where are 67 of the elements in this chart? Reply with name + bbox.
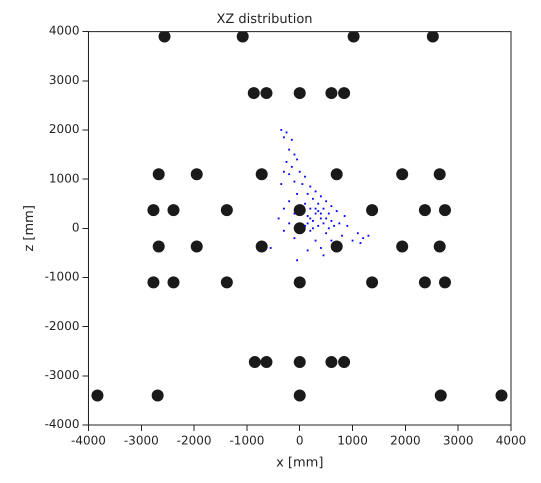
point bbox=[330, 168, 343, 180]
point bbox=[158, 32, 171, 43]
point bbox=[438, 204, 451, 216]
point bbox=[338, 87, 350, 100]
point bbox=[147, 276, 160, 288]
point bbox=[190, 168, 203, 180]
point bbox=[366, 276, 378, 288]
point bbox=[168, 276, 180, 288]
point bbox=[294, 276, 306, 288]
x-tick-label: 4000 bbox=[496, 433, 526, 448]
x-tick-label: -3000 bbox=[124, 433, 159, 448]
point bbox=[338, 356, 350, 368]
y-axis-title: z [mm] bbox=[22, 205, 38, 252]
point bbox=[152, 240, 165, 252]
point bbox=[152, 389, 164, 402]
x-tick-label: 3000 bbox=[442, 433, 474, 448]
point bbox=[168, 204, 180, 216]
point bbox=[294, 87, 306, 100]
x-tick-label: 2000 bbox=[390, 433, 421, 448]
point bbox=[348, 32, 360, 43]
y-tick-label: 3000 bbox=[48, 72, 80, 87]
x-tick-label: 0 bbox=[296, 433, 304, 448]
y-tick-label: 1000 bbox=[48, 171, 80, 186]
point bbox=[220, 204, 233, 216]
x-tick-label: -2000 bbox=[176, 433, 212, 448]
point bbox=[434, 389, 447, 402]
point bbox=[330, 240, 343, 252]
point bbox=[396, 168, 408, 180]
point bbox=[325, 356, 338, 368]
x-tick-label: 1000 bbox=[337, 433, 368, 448]
y-tick-label: -1000 bbox=[44, 270, 80, 284]
point bbox=[294, 222, 306, 234]
point bbox=[236, 32, 249, 43]
point bbox=[248, 87, 260, 100]
x-tick-label: -1000 bbox=[229, 433, 264, 448]
point bbox=[438, 276, 451, 288]
point bbox=[294, 356, 306, 368]
point bbox=[260, 87, 272, 100]
y-tick-label: -4000 bbox=[44, 417, 80, 432]
x-axis-title: x [mm] bbox=[276, 456, 324, 471]
chart-title: XZ distribution bbox=[216, 12, 313, 28]
point bbox=[91, 389, 104, 402]
x-tick-label: -4000 bbox=[71, 433, 106, 448]
y-tick-label: 0 bbox=[72, 220, 80, 234]
point bbox=[248, 356, 261, 368]
point bbox=[152, 168, 165, 180]
point bbox=[396, 240, 408, 252]
point bbox=[366, 204, 378, 216]
point bbox=[495, 389, 508, 402]
point bbox=[256, 168, 268, 180]
point bbox=[190, 240, 203, 252]
point bbox=[294, 389, 306, 402]
y-tick-label: 2000 bbox=[48, 122, 80, 136]
point bbox=[418, 276, 431, 288]
point bbox=[260, 356, 272, 368]
point bbox=[294, 204, 306, 216]
point bbox=[434, 240, 446, 252]
point bbox=[147, 204, 160, 216]
point bbox=[426, 32, 439, 43]
point bbox=[418, 204, 431, 216]
point bbox=[220, 276, 233, 288]
y-tick-label: 4000 bbox=[48, 24, 80, 38]
y-tick-label: -3000 bbox=[44, 368, 80, 382]
point bbox=[434, 168, 446, 180]
y-tick-label: -2000 bbox=[44, 318, 80, 333]
point bbox=[256, 240, 268, 252]
point bbox=[325, 87, 338, 100]
